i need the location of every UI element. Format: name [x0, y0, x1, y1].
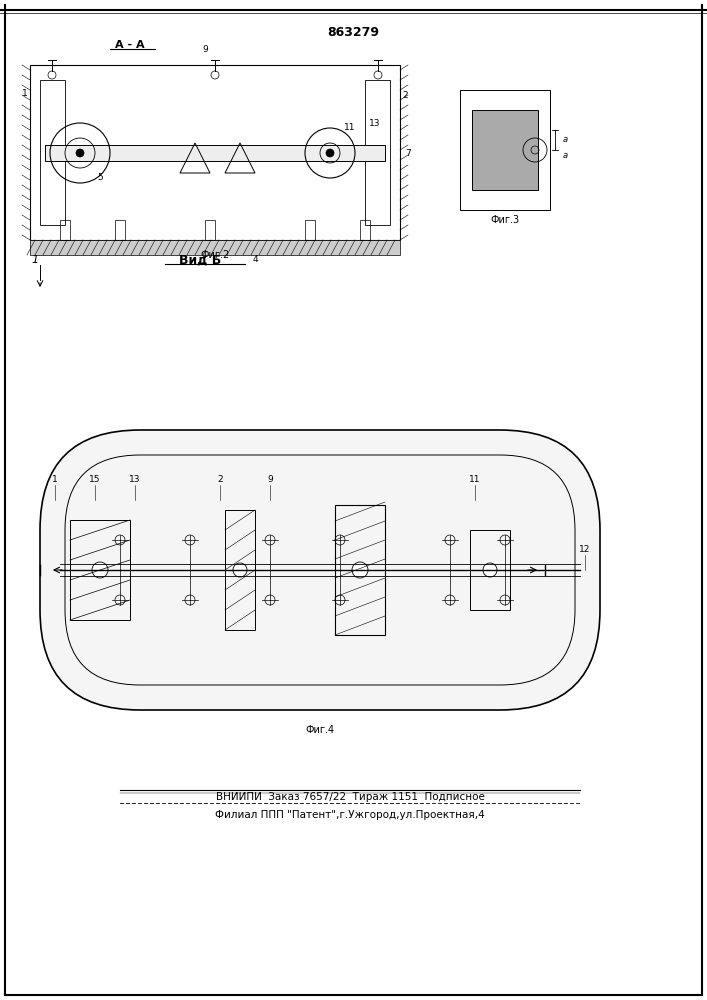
Bar: [40, 80, 65, 225]
Circle shape: [326, 149, 334, 157]
Text: 13: 13: [129, 476, 141, 485]
Bar: [45, 145, 385, 161]
Text: 11: 11: [469, 476, 481, 485]
Circle shape: [76, 149, 84, 157]
Text: 9: 9: [267, 476, 273, 485]
Circle shape: [352, 562, 368, 578]
Bar: [60, 220, 70, 240]
Bar: [30, 65, 400, 240]
Text: ВНИИПИ  Заказ 7657/22  Тираж 1151  Подписное: ВНИИПИ Заказ 7657/22 Тираж 1151 Подписно…: [216, 792, 484, 802]
Text: 1: 1: [52, 476, 58, 485]
Text: 1: 1: [31, 255, 39, 265]
Text: 15: 15: [89, 476, 101, 485]
Bar: [360, 220, 370, 240]
Text: Фиг.2: Фиг.2: [200, 250, 230, 260]
Text: 5: 5: [97, 174, 103, 182]
Text: 1: 1: [22, 89, 28, 98]
Text: 863279: 863279: [327, 25, 379, 38]
Text: 9: 9: [202, 45, 208, 54]
Text: 13: 13: [369, 118, 381, 127]
Circle shape: [233, 563, 247, 577]
Text: Фиг.3: Фиг.3: [491, 215, 520, 225]
Text: 11: 11: [344, 123, 356, 132]
Bar: [365, 80, 390, 225]
Text: Филиал ППП "Патент",г.Ужгород,ул.Проектная,4: Филиал ППП "Патент",г.Ужгород,ул.Проектн…: [215, 810, 485, 820]
Text: A - A: A - A: [115, 40, 145, 50]
Bar: [205, 220, 215, 240]
Text: a: a: [563, 135, 568, 144]
Bar: [305, 220, 315, 240]
Bar: [335, 505, 385, 635]
Text: a: a: [563, 150, 568, 159]
Text: 2: 2: [402, 91, 408, 100]
Bar: [225, 510, 255, 630]
Bar: [460, 90, 550, 210]
Bar: [470, 530, 510, 610]
Circle shape: [483, 563, 497, 577]
Circle shape: [92, 562, 108, 578]
Bar: [30, 240, 400, 255]
Bar: [70, 520, 130, 620]
Text: 7: 7: [405, 148, 411, 157]
Text: 2: 2: [217, 476, 223, 485]
Text: Фиг.4: Фиг.4: [305, 725, 334, 735]
Text: 4: 4: [252, 255, 258, 264]
FancyBboxPatch shape: [40, 430, 600, 710]
Text: 12: 12: [579, 546, 590, 554]
Bar: [472, 110, 538, 190]
Bar: [115, 220, 125, 240]
Text: Вид Б: Вид Б: [179, 253, 221, 266]
